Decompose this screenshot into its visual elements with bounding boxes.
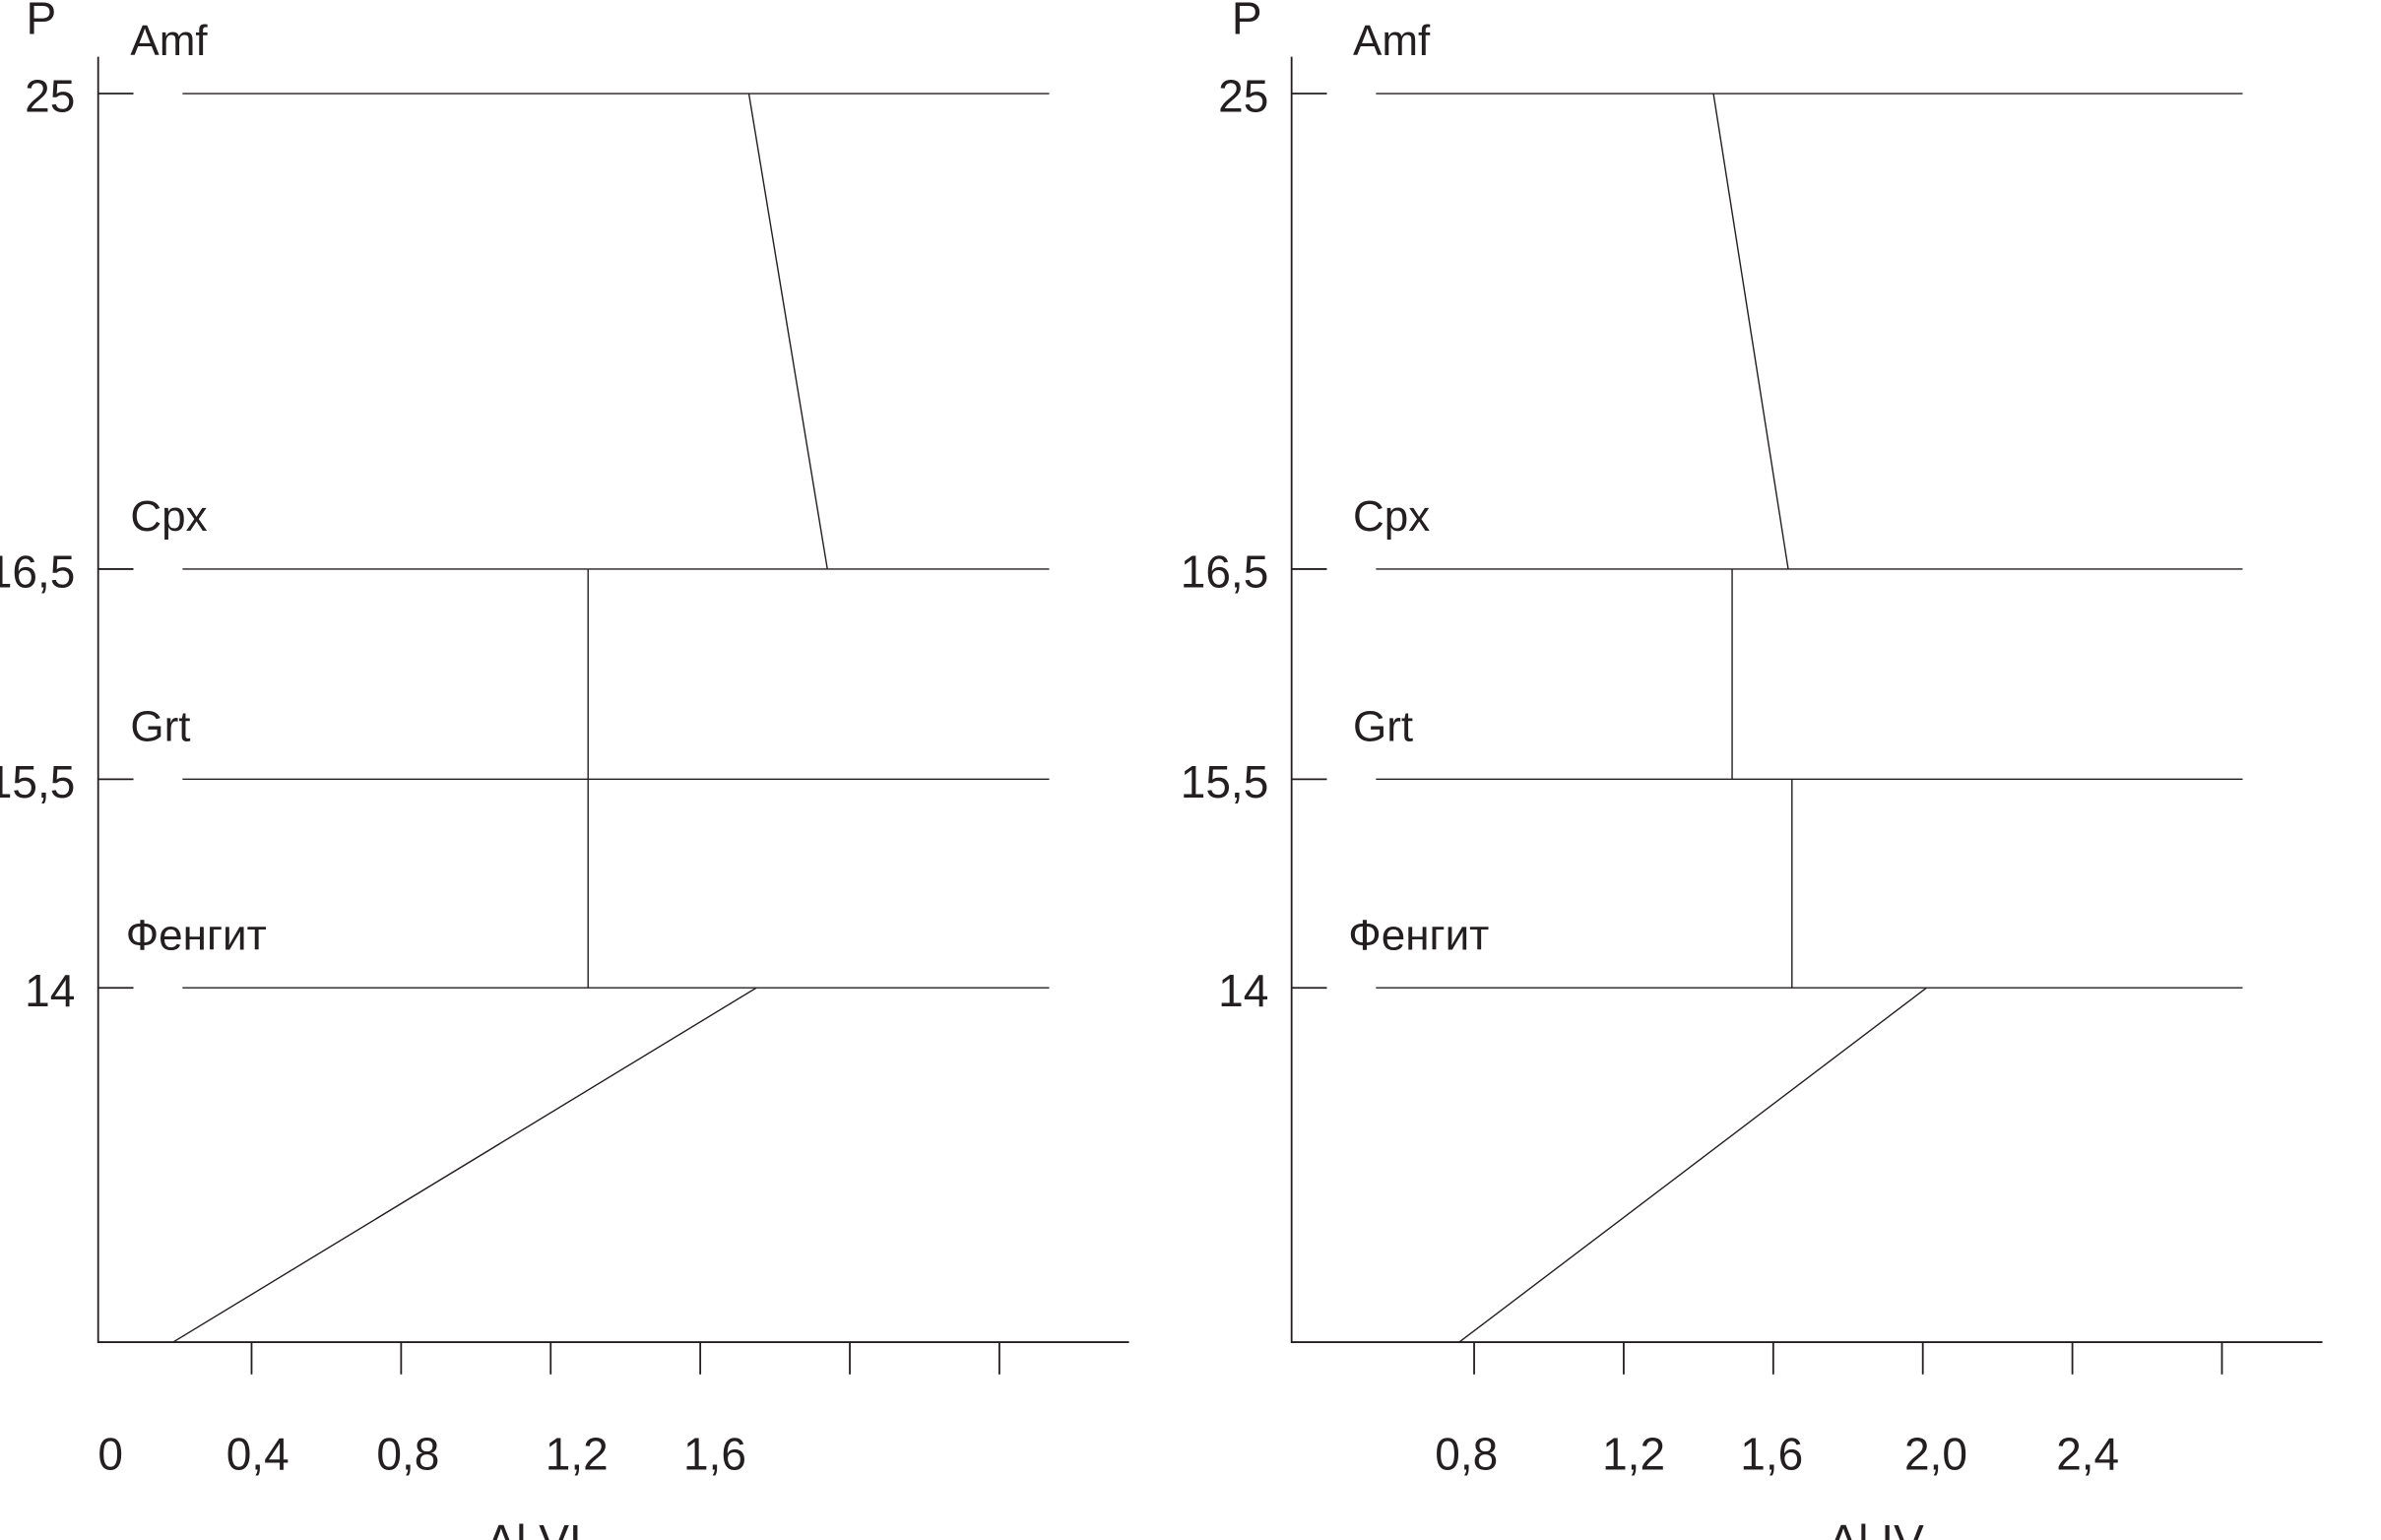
x-axis-title: Al IV [1829, 1515, 1924, 1540]
x-axis-title: Al VI [486, 1515, 582, 1540]
y-tick-label: 16,5 [0, 546, 75, 598]
series-line [747, 93, 828, 570]
series-line [1458, 987, 1927, 1343]
x-tick-label: 1,2 [546, 1428, 609, 1479]
axis-lines [1290, 56, 2323, 1343]
x-tick-label: 0,4 [226, 1428, 290, 1479]
mineral-label: Cpx [130, 492, 207, 541]
series-line [172, 987, 757, 1343]
x-tick-label: 2,4 [2056, 1428, 2119, 1479]
y-tick-label: 25 [25, 71, 75, 122]
y-tick-label: 14 [25, 965, 75, 1016]
y-tick-label: 14 [1218, 965, 1268, 1016]
axis-lines [97, 56, 1129, 1343]
y-tick-label: 15,5 [1181, 756, 1269, 807]
x-tick-label: 1,6 [1740, 1428, 1803, 1479]
x-tick-label: 0 [97, 1428, 123, 1479]
x-tick-label: 1,6 [683, 1428, 746, 1479]
y-tick-label: 16,5 [1181, 546, 1269, 598]
y-tick-label: 25 [1218, 71, 1268, 122]
chart-panel-al-vi: 25 16,5 15,5 14 Amf Cpx Grt Фенгит P 0 0,4 0,8 1,2 1,… [0, 0, 1129, 1540]
chart-panel-al-iv: 25 16,5 15,5 14 Amf Cpx Grt Фенгит P 0,8 1,2 1,6 2,0… [1181, 0, 2323, 1540]
x-tick-label: 1,2 [1602, 1428, 1665, 1479]
mineral-label: Фенгит [126, 911, 267, 959]
mineral-label: Grt [1353, 702, 1413, 750]
mineral-label: Amf [1353, 17, 1431, 65]
x-tick-label: 2,0 [1904, 1428, 1967, 1479]
y-axis-title: P [1232, 0, 1262, 43]
mineral-label: Grt [130, 702, 190, 750]
series-line [1712, 93, 1789, 570]
mineral-label: Cpx [1353, 492, 1430, 541]
y-axis-title: P [26, 0, 56, 43]
x-tick-label: 0,8 [376, 1428, 439, 1479]
mineral-label: Amf [130, 17, 208, 65]
mineral-label: Фенгит [1348, 911, 1489, 959]
y-tick-label: 15,5 [0, 756, 75, 807]
x-tick-label: 0,8 [1435, 1428, 1498, 1479]
